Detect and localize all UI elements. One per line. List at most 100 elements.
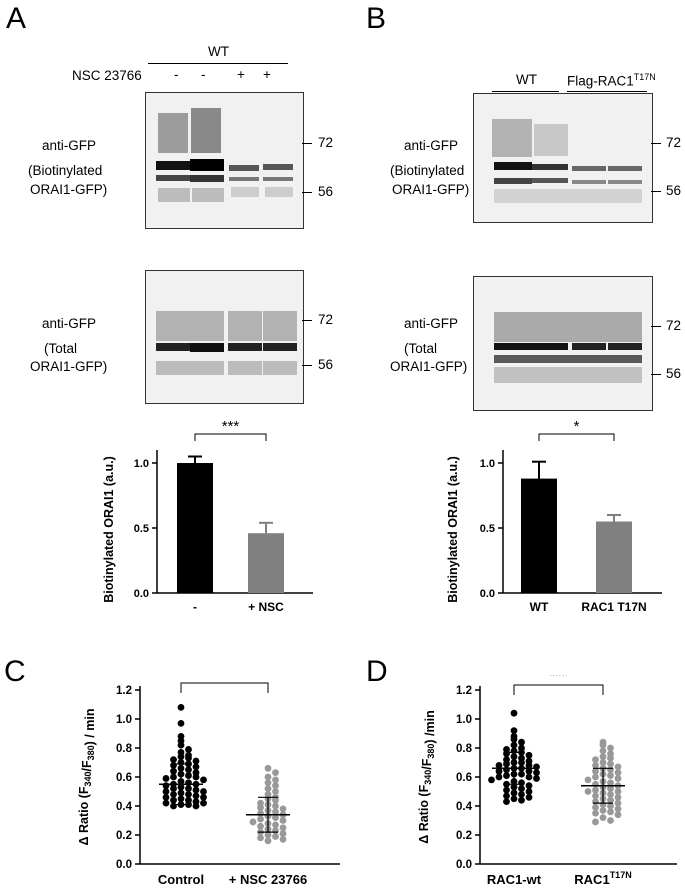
data-point (503, 750, 510, 758)
significance-bracket (513, 684, 604, 695)
y-tick-label: 0.6 (116, 772, 132, 784)
significance-label: *** (222, 420, 240, 435)
b-wt-line (492, 91, 559, 92)
y-tick-label: 0.8 (456, 743, 473, 755)
data-point (599, 747, 607, 755)
data-point (503, 772, 510, 779)
data-point (518, 770, 525, 778)
data-point (518, 791, 525, 798)
data-point (503, 798, 510, 806)
data-point (177, 753, 185, 761)
data-point (264, 779, 272, 787)
chart-b-bar: 0.0 0.5 1.0 Biotinylated ORAI1 (a.u.) WT RAC1… (446, 420, 662, 614)
data-point (503, 760, 510, 768)
data-point (584, 776, 592, 784)
y-tick-label: 1.2 (116, 685, 132, 697)
y-axis-label: Δ Ratio (F340/F380) / min (77, 709, 97, 846)
panel-letter-a: A (6, 2, 27, 35)
data-point (592, 780, 599, 788)
data-point (607, 785, 614, 792)
data-point (510, 795, 518, 803)
y-tick-label: 1.0 (480, 458, 495, 470)
significance-bracket (194, 433, 267, 441)
data-point (162, 793, 170, 801)
b-blot2-mw56: 56 (666, 366, 682, 381)
b-blot-total (473, 276, 653, 411)
data-point (279, 835, 287, 843)
data-point (170, 785, 177, 792)
data-point (607, 796, 614, 804)
data-point (170, 767, 177, 775)
b-blot-biotinylated (473, 93, 653, 223)
data-point (510, 727, 518, 734)
data-point (192, 757, 200, 765)
data-point (185, 785, 192, 792)
a-blot-biotinylated-image (156, 108, 293, 202)
data-point (503, 766, 510, 774)
data-point (257, 815, 264, 823)
data-point (525, 767, 533, 775)
significance-bracket (180, 682, 269, 693)
data-point (257, 822, 264, 830)
b-blot2-desc1: (Total (404, 341, 438, 356)
data-point (533, 775, 540, 782)
b-blot1-mw56: 56 (666, 183, 682, 198)
data-point (592, 773, 599, 781)
data-point (614, 788, 622, 795)
data-point (249, 818, 257, 826)
x-tick-label: RAC1 T17N (581, 600, 646, 614)
data-point (518, 759, 525, 766)
a-blot1-mw56-tick (302, 192, 312, 193)
a-blot-total-image (156, 311, 297, 375)
data-point (525, 788, 533, 795)
data-point (177, 704, 185, 711)
bar (248, 533, 284, 593)
data-point (272, 833, 279, 840)
a-blot1-antibody: anti-GFP (42, 138, 97, 153)
y-axis-label: Δ Ratio (F340/F380) /min (417, 710, 437, 844)
b-blot2-antibody: anti-GFP (404, 316, 459, 331)
significance-label: * (574, 420, 580, 435)
b-blot1-desc2: ORAI1-GFP) (392, 182, 470, 197)
data-point (614, 763, 622, 771)
panel-letter-b: B (366, 2, 387, 35)
data-point (162, 775, 170, 782)
y-tick-label: 0.2 (456, 830, 472, 842)
b-blot1-mw72-tick (651, 143, 661, 144)
data-point (272, 788, 279, 795)
a-blot2-mw72-tick (302, 320, 312, 321)
data-point (200, 793, 207, 801)
data-point (185, 791, 192, 798)
data-point (607, 754, 614, 762)
panel-letter-c: C (4, 655, 26, 688)
data-point (495, 767, 503, 775)
b-flag-text: Flag-RAC1 (567, 73, 634, 89)
data-point (607, 766, 614, 774)
data-point (264, 831, 272, 839)
data-point (162, 788, 170, 795)
a-lane-sign-2: - (201, 67, 206, 82)
y-tick-label: 0.6 (456, 772, 472, 784)
data-point (592, 809, 599, 817)
data-point (525, 782, 533, 790)
a-blot1-desc2: ORAI1-GFP) (30, 182, 108, 197)
data-point (185, 772, 192, 779)
y-tick-label: 0.0 (456, 859, 472, 871)
b-blot-total-image (494, 312, 642, 383)
data-point (170, 791, 177, 798)
data-point (185, 779, 192, 787)
data-point (272, 821, 279, 829)
data-point (272, 808, 279, 816)
a-blot-biotinylated (145, 92, 304, 229)
y-tick-label: 0.0 (480, 588, 495, 600)
data-point (272, 769, 279, 777)
b-blot-biotinylated-image (492, 119, 642, 203)
b-wt-header: WT (516, 72, 537, 87)
data-point (272, 814, 279, 821)
y-tick-label: 0.4 (116, 801, 133, 813)
data-point (510, 741, 518, 749)
a-lane-sign-3: + (237, 67, 245, 82)
chart-d-scatter: 0.0 0.2 0.4 0.6 0.8 1.0 1.2 Δ Ratio (F340/F380)… (417, 675, 677, 887)
data-point (279, 830, 287, 837)
chart-c-scatter: 0.0 0.2 0.4 0.6 0.8 1.0 1.2 Δ Ratio (F340/F380)… (77, 675, 340, 887)
